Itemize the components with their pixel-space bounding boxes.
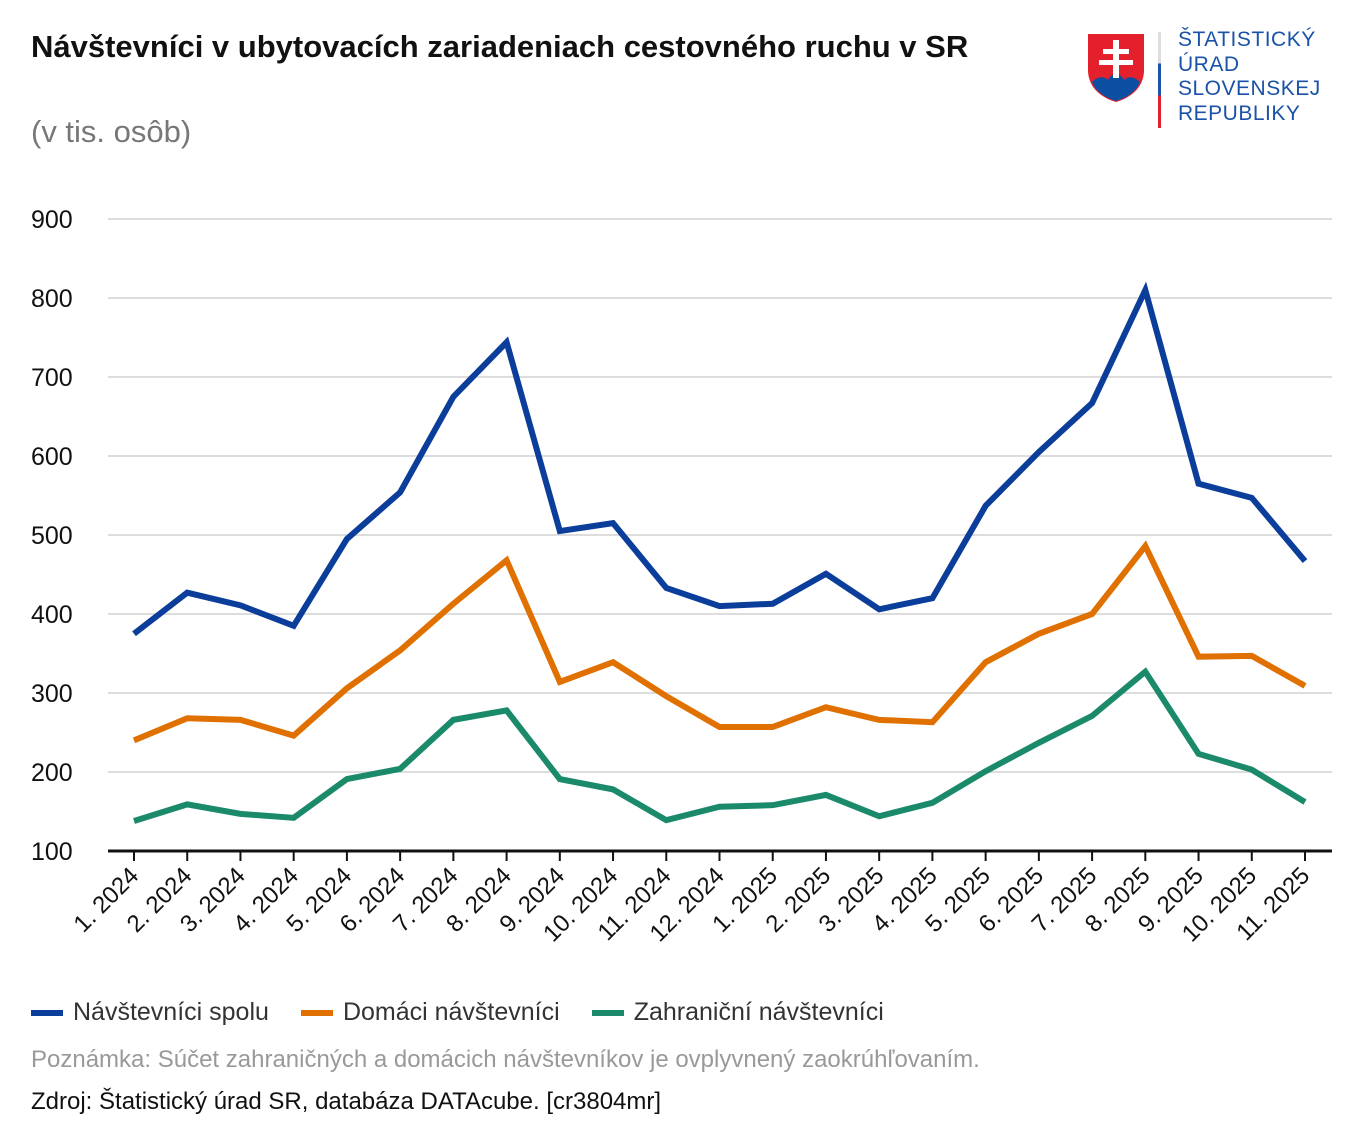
coat-of-arms-icon	[1088, 34, 1144, 102]
legend-item: Návštevníci spolu	[31, 998, 269, 1027]
y-tick-label: 800	[31, 285, 73, 313]
source: Zdroj: Štatistický úrad SR, databáza DAT…	[31, 1088, 662, 1115]
logo-line: SLOVENSKEJ	[1178, 77, 1321, 100]
logo-line: ŠTATISTICKÝ	[1178, 28, 1316, 51]
legend-item: Domáci návštevníci	[300, 998, 560, 1027]
legend-label: Návštevníci spolu	[73, 998, 269, 1026]
legend-label: Zahraniční návštevníci	[633, 998, 884, 1026]
flag-divider	[1158, 32, 1161, 128]
note: Poznámka: Súčet zahraničných a domácich …	[31, 1046, 980, 1073]
chart-title: Návštevníci v ubytovacích zariadeniach c…	[31, 29, 969, 64]
legend-swatch	[591, 1009, 624, 1016]
legend: Návštevníci spolu Domáci návštevníci Zah…	[31, 998, 884, 1027]
logo-line: ÚRAD	[1178, 52, 1240, 76]
chart-subtitle: (v tis. osôb)	[31, 114, 192, 149]
series-line	[132, 281, 1308, 637]
y-tick-label: 300	[31, 680, 73, 708]
y-tick-label: 900	[31, 206, 73, 234]
series-line	[133, 667, 1307, 824]
y-tick-label: 600	[31, 443, 73, 471]
y-tick-label: 500	[31, 522, 73, 550]
legend-swatch	[300, 1009, 333, 1016]
legend-item: Zahraniční návštevníci	[591, 998, 884, 1027]
y-tick-label: 200	[31, 759, 73, 787]
logo-line: REPUBLIKY	[1178, 101, 1301, 125]
series-line	[132, 540, 1307, 744]
logo-text: ŠTATISTICKÝ ÚRAD SLOVENSKEJ REPUBLIKY	[1178, 28, 1321, 126]
y-tick-label: 100	[31, 838, 73, 866]
legend-label: Domáci návštevníci	[342, 998, 560, 1026]
y-tick-label: 400	[31, 601, 73, 629]
y-tick-label: 700	[31, 364, 73, 392]
legend-swatch	[31, 1009, 63, 1016]
statistical-office-logo: ŠTATISTICKÝ ÚRAD SLOVENSKEJ REPUBLIKY	[1086, 28, 1336, 128]
